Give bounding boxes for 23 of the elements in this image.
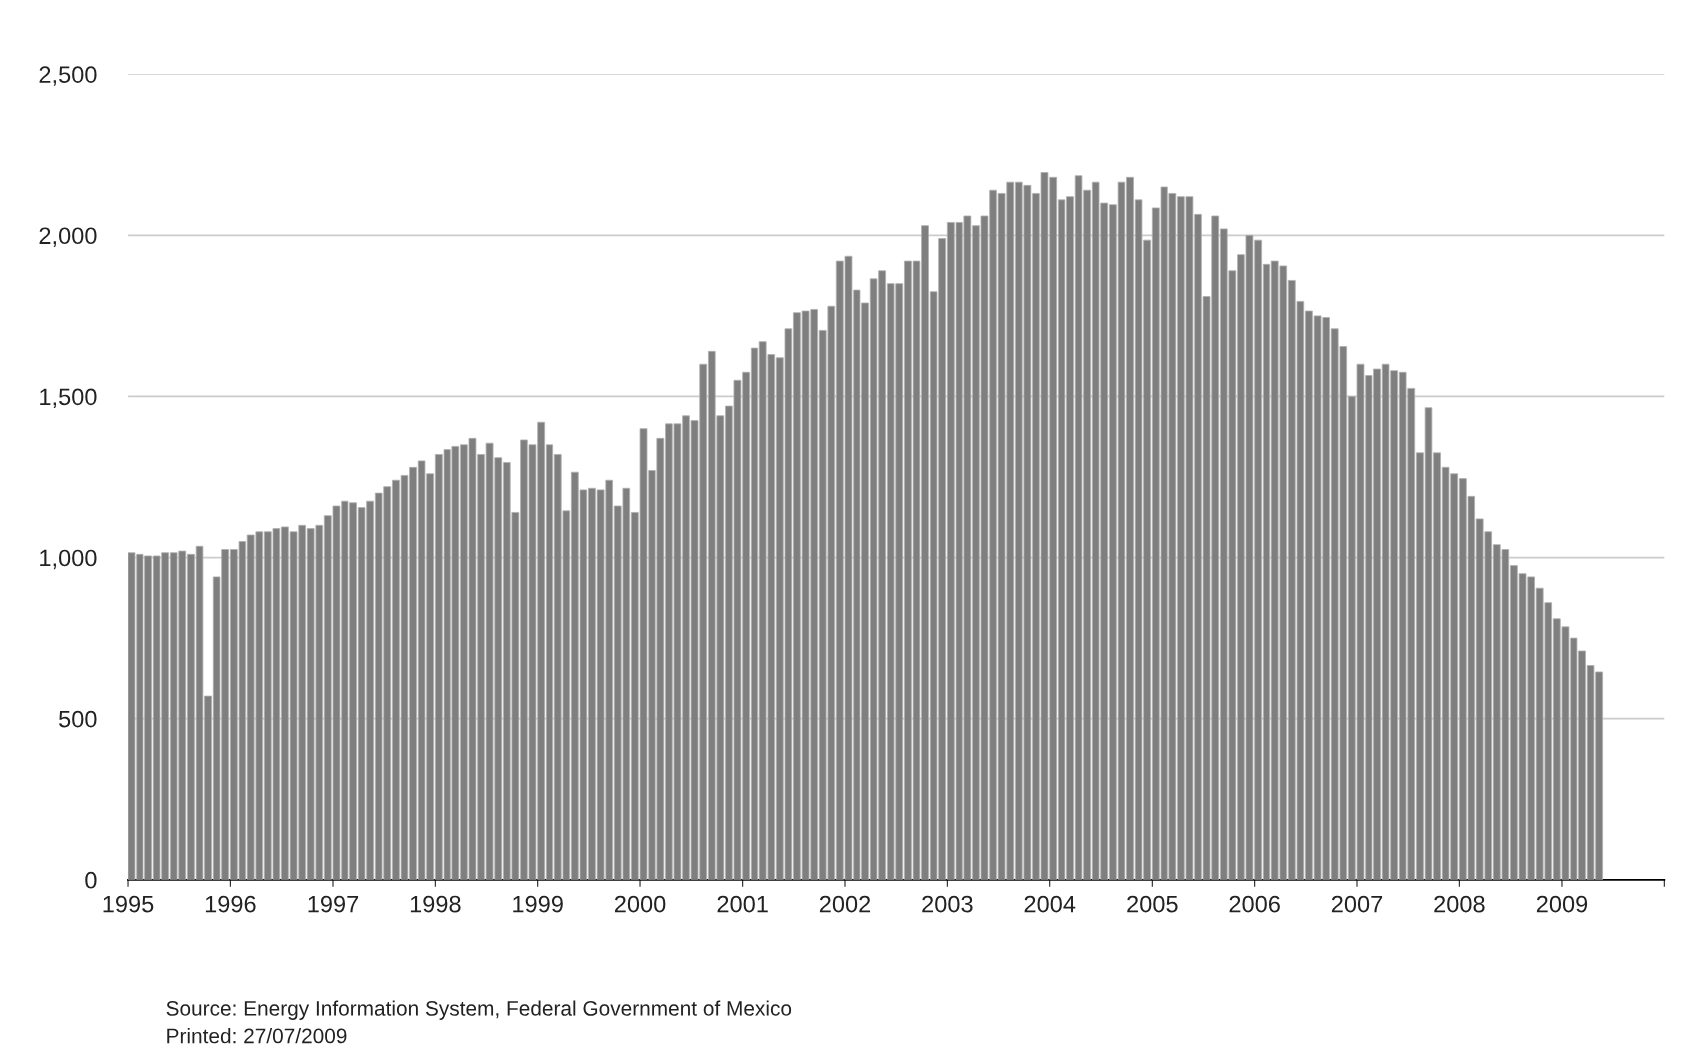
- x-tick-label: 2008: [1434, 895, 1485, 913]
- y-tick-label: 1,500: [40, 388, 97, 409]
- y-tick-label: 2,000: [39, 227, 97, 247]
- x-tick-label: 1999: [513, 895, 563, 913]
- x-tick-label: 1997: [308, 895, 359, 913]
- y-tick-label: 2,500: [39, 66, 97, 86]
- x-tick-label: 2009: [1536, 895, 1588, 913]
- x-tick-label: 1998: [410, 895, 461, 913]
- source-note: Source: Energy Information System, Federal Government of Mexico: [166, 1000, 792, 1020]
- x-tick-label: 2002: [819, 895, 871, 913]
- x-tick-label: 2005: [1127, 895, 1178, 913]
- x-tick-label: 2004: [1024, 895, 1076, 913]
- x-tick-label: 2000: [614, 895, 666, 913]
- x-tick-label: 1996: [205, 895, 256, 913]
- text: Printed: 27/07/2009: [167, 1028, 347, 1044]
- x-tick-label: 1995: [103, 895, 154, 913]
- x-tick-label: 2007: [1331, 895, 1383, 913]
- y-tick-label: 0: [85, 871, 97, 889]
- x-tick-label: 2006: [1229, 895, 1280, 913]
- x-tick-label: 2003: [922, 895, 973, 913]
- x-tick-label: 2001: [717, 895, 768, 913]
- y-tick-label: 500: [59, 710, 97, 728]
- y-tick-label: 1,000: [40, 549, 97, 570]
